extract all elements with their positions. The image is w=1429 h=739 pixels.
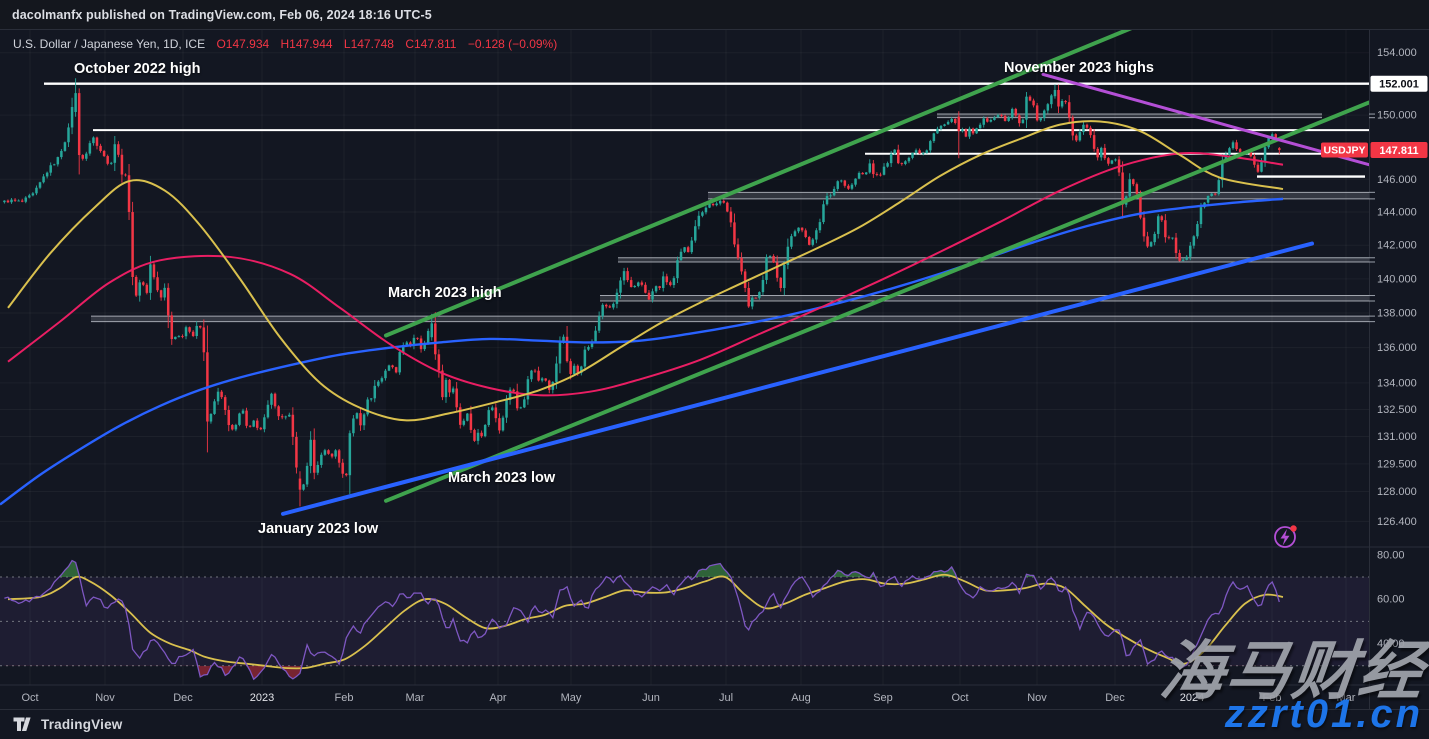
- price-chip-level: 152.001: [1370, 75, 1428, 92]
- svg-text:USDJPY: USDJPY: [1323, 145, 1365, 157]
- price-chip-current: 147.811: [1370, 142, 1428, 159]
- svg-text:2023: 2023: [250, 692, 274, 704]
- ohlc-low: L147.748: [343, 37, 394, 51]
- lightning-icon[interactable]: [1274, 525, 1297, 548]
- notification-dot: [1290, 525, 1297, 532]
- svg-text:Feb: Feb: [335, 692, 354, 704]
- svg-text:142.000: 142.000: [1377, 240, 1417, 252]
- svg-text:Sep: Sep: [873, 692, 893, 704]
- svg-text:May: May: [561, 692, 582, 704]
- publisher-text: dacolmanfx published on TradingView.com,…: [12, 7, 432, 22]
- symbol-header: U.S. Dollar / Japanese Yen, 1D, ICE O147…: [13, 37, 557, 51]
- svg-text:126.400: 126.400: [1377, 516, 1417, 528]
- trendline-channel-upper[interactable]: [384, 27, 1135, 338]
- rsi-ma-line: [7, 573, 1284, 670]
- svg-text:154.000: 154.000: [1377, 47, 1417, 59]
- svg-text:140.000: 140.000: [1377, 273, 1417, 285]
- watermark-url: zzrt01.cn: [1224, 692, 1423, 736]
- svg-text:Nov: Nov: [1027, 692, 1047, 704]
- time-axis[interactable]: Oct Nov Dec 2023 Feb Mar Apr May Jun Jul Aug Sep Oct…: [21, 692, 1355, 704]
- main-price-pane[interactable]: [0, 27, 1369, 516]
- trendline-falling-resistance[interactable]: [1041, 72, 1369, 167]
- svg-text:Dec: Dec: [1105, 692, 1125, 704]
- svg-text:Jul: Jul: [719, 692, 733, 704]
- svg-text:Mar: Mar: [1337, 692, 1356, 704]
- svg-text:Oct: Oct: [951, 692, 968, 704]
- svg-text:Feb: Feb: [1263, 692, 1282, 704]
- publisher-bar: dacolmanfx published on TradingView.com,…: [0, 0, 1429, 30]
- svg-text:Apr: Apr: [489, 692, 506, 704]
- svg-text:150.000: 150.000: [1377, 110, 1417, 122]
- ohlc-close: C147.811: [405, 37, 457, 51]
- ma-200-line: [0, 197, 1284, 506]
- channel-fill: [386, 29, 1369, 501]
- svg-text:132.500: 132.500: [1377, 404, 1417, 416]
- rsi-line: [4, 559, 1280, 681]
- rsi-oversold-fill: [4, 665, 1280, 680]
- svg-text:Aug: Aug: [791, 692, 811, 704]
- gridlines: [0, 29, 1369, 685]
- svg-text:134.000: 134.000: [1377, 377, 1417, 389]
- trendline-rising-support[interactable]: [281, 241, 1314, 516]
- svg-text:152.001: 152.001: [1379, 79, 1419, 91]
- price-axis[interactable]: 154.000 150.000 146.000 144.000 142.000 140.0…: [1369, 47, 1417, 650]
- svg-text:131.000: 131.000: [1377, 431, 1417, 443]
- ma-50-line: [7, 120, 1284, 422]
- svg-text:128.000: 128.000: [1377, 486, 1417, 498]
- rsi-pane[interactable]: [0, 559, 1369, 681]
- trendline-channel-lower[interactable]: [384, 100, 1369, 503]
- svg-text:144.000: 144.000: [1377, 207, 1417, 219]
- svg-text:40.00: 40.00: [1377, 638, 1405, 650]
- ohlc-high: H147.944: [280, 37, 333, 51]
- svg-text:80.00: 80.00: [1377, 549, 1405, 561]
- svg-text:Nov: Nov: [95, 692, 115, 704]
- ma-100-line: [7, 151, 1284, 397]
- ohlc-open: O147.934: [216, 37, 270, 51]
- svg-text:136.000: 136.000: [1377, 342, 1417, 354]
- svg-text:129.500: 129.500: [1377, 458, 1417, 470]
- tradingview-brand-text[interactable]: TradingView: [41, 717, 123, 732]
- svg-text:2024: 2024: [1180, 692, 1204, 704]
- svg-text:Jun: Jun: [642, 692, 660, 704]
- svg-text:138.000: 138.000: [1377, 308, 1417, 320]
- resistance-zones: [91, 113, 1369, 323]
- svg-text:146.000: 146.000: [1377, 174, 1417, 186]
- footer-bar: TradingView: [0, 709, 1429, 739]
- ohlc-change: −0.128 (−0.09%): [467, 37, 558, 51]
- symbol-title: U.S. Dollar / Japanese Yen, 1D, ICE: [13, 37, 206, 51]
- tradingview-logo-icon[interactable]: [13, 717, 34, 732]
- svg-text:147.811: 147.811: [1379, 145, 1418, 157]
- ticker-label-chip: USDJPY: [1321, 142, 1368, 158]
- svg-text:Oct: Oct: [21, 692, 38, 704]
- svg-text:60.00: 60.00: [1377, 594, 1405, 606]
- svg-text:Dec: Dec: [173, 692, 193, 704]
- svg-text:Mar: Mar: [406, 692, 425, 704]
